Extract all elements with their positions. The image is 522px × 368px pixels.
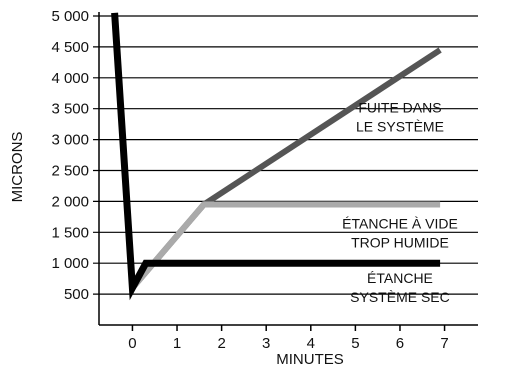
annotation-leak: LE SYSTÈME <box>356 118 444 134</box>
y-tick-label: 3 500 <box>51 101 89 118</box>
x-tick-label: 1 <box>173 335 181 352</box>
annotation-dry: SYSTÈME SEC <box>350 289 450 305</box>
y-tick-label: 2 500 <box>51 163 89 180</box>
series-line-dry <box>111 12 441 301</box>
annotation-leak: FUITE DANS <box>358 99 441 115</box>
y-tick-label: 4 500 <box>51 39 89 56</box>
y-tick-label: 5 000 <box>51 8 89 25</box>
grid-layer <box>93 15 478 295</box>
label-layer: FUITE DANS LE SYSTÈME ÉTANCHE À VIDE TROP H… <box>342 99 458 305</box>
x-tick-label: 4 <box>307 335 315 352</box>
x-tick-label: 6 <box>396 335 404 352</box>
series-line-leak <box>130 47 442 290</box>
y-tick-label: 1 500 <box>51 224 89 241</box>
x-axis-title: MINUTES <box>276 351 344 368</box>
series-layer <box>111 12 442 301</box>
y-tick-label: 2 000 <box>51 193 89 210</box>
axis-layer: 500 1 000 1 500 2 000 2 500 3 000 3 500 4 000 4 … <box>51 8 478 352</box>
y-tick-label: 3 000 <box>51 132 89 149</box>
y-axis-title: MICRONS <box>9 132 26 203</box>
y-tick-label: 4 000 <box>51 70 89 87</box>
x-tick-label: 0 <box>128 335 136 352</box>
y-tick-label: 1 000 <box>51 255 89 272</box>
x-tick-label: 3 <box>262 335 270 352</box>
annotation-dry: ÉTANCHE <box>367 270 433 286</box>
annotation-wet: ÉTANCHE À VIDE <box>342 216 458 232</box>
x-tick-label: 2 <box>217 335 225 352</box>
x-tick-label: 7 <box>440 335 448 352</box>
x-tick-label: 5 <box>351 335 359 352</box>
annotation-wet: TROP HUMIDE <box>351 235 449 251</box>
y-tick-label: 500 <box>64 286 89 303</box>
